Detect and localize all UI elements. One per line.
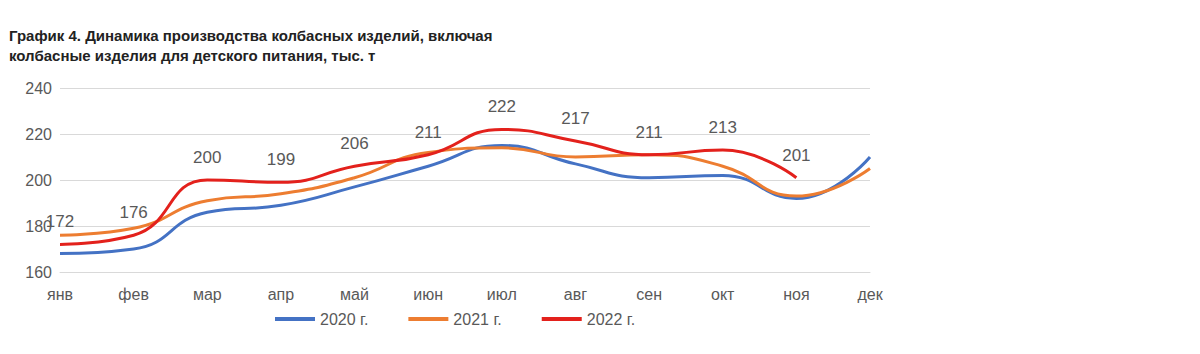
svg-text:217: 217: [561, 109, 589, 128]
svg-text:июл: июл: [487, 286, 517, 303]
svg-text:199: 199: [267, 150, 295, 169]
svg-text:160: 160: [25, 264, 52, 281]
svg-text:201: 201: [782, 146, 810, 165]
svg-text:колбасные изделия для детского: колбасные изделия для детского питания, …: [9, 47, 375, 64]
svg-text:211: 211: [636, 123, 663, 142]
svg-text:200: 200: [25, 172, 52, 189]
svg-text:сен: сен: [636, 286, 662, 303]
svg-text:176: 176: [119, 203, 147, 222]
svg-text:240: 240: [25, 80, 52, 97]
svg-text:200: 200: [193, 148, 221, 167]
svg-text:2020 г.: 2020 г.: [320, 311, 368, 328]
svg-text:172: 172: [46, 212, 74, 231]
svg-text:июн: июн: [413, 286, 443, 303]
svg-text:мар: мар: [193, 286, 222, 303]
svg-text:220: 220: [25, 126, 52, 143]
svg-text:213: 213: [709, 118, 737, 137]
svg-text:ноя: ноя: [783, 286, 809, 303]
svg-text:май: май: [340, 286, 369, 303]
svg-text:180: 180: [25, 217, 52, 235]
svg-text:211: 211: [415, 123, 442, 142]
svg-text:апр: апр: [268, 286, 295, 303]
svg-text:График 4. Динамика производств: График 4. Динамика производства колбасны…: [9, 27, 497, 44]
svg-text:дек: дек: [857, 286, 883, 303]
svg-text:фев: фев: [118, 286, 149, 303]
svg-text:2021 г.: 2021 г.: [453, 311, 501, 328]
svg-text:окт: окт: [711, 286, 735, 303]
svg-text:янв: янв: [47, 286, 73, 303]
svg-text:206: 206: [340, 134, 368, 153]
svg-text:авг: авг: [564, 286, 587, 303]
svg-text:222: 222: [488, 97, 516, 116]
svg-text:2022 г.: 2022 г.: [587, 311, 635, 328]
